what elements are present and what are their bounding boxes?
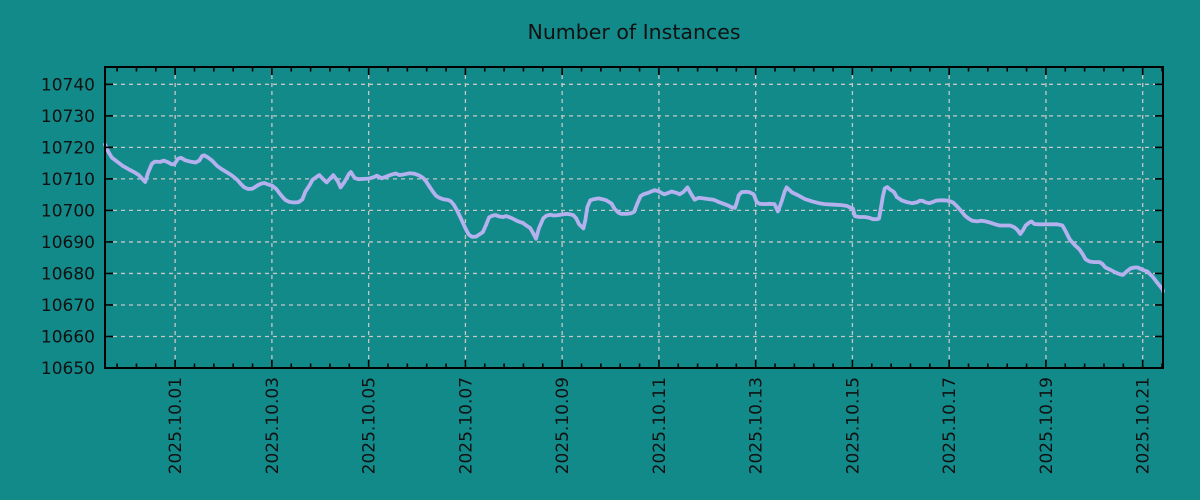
y-tick-label: 10700 <box>41 201 95 221</box>
series-line <box>103 142 1165 294</box>
x-tick-label: 2025.10.07 <box>456 377 476 474</box>
y-tick-label: 10710 <box>41 170 95 190</box>
x-tick-label: 2025.10.15 <box>843 377 863 474</box>
y-tick-label: 10730 <box>41 107 95 127</box>
axes-and-ticks <box>104 66 1164 369</box>
x-tick-label: 2025.10.17 <box>940 377 960 474</box>
instances-series-line <box>103 142 1165 294</box>
x-tick-label: 2025.10.09 <box>553 377 573 474</box>
x-tick-label: 2025.10.11 <box>650 377 670 474</box>
plot-border <box>104 66 1164 369</box>
y-tick-label: 10650 <box>41 359 95 379</box>
y-tick-label: 10680 <box>41 264 95 284</box>
x-tick-label: 2025.10.05 <box>360 377 380 474</box>
x-tick-label: 2025.10.21 <box>1134 377 1154 474</box>
y-tick-label: 10690 <box>41 233 95 253</box>
chart-title: Number of Instances <box>527 20 740 44</box>
y-tick-label: 10660 <box>41 327 95 347</box>
y-tick-label: 10670 <box>41 296 95 316</box>
tick-labels: 10650 10660 10670 10680 10690 10700 10710 10720… <box>41 75 1154 474</box>
x-tick-label: 2025.10.13 <box>747 377 767 474</box>
y-tick-label: 10740 <box>41 75 95 95</box>
x-tick-label: 2025.10.01 <box>166 377 186 474</box>
x-tick-label: 2025.10.19 <box>1037 377 1057 474</box>
x-tick-label: 2025.10.03 <box>263 377 283 474</box>
y-tick-label: 10720 <box>41 138 95 158</box>
